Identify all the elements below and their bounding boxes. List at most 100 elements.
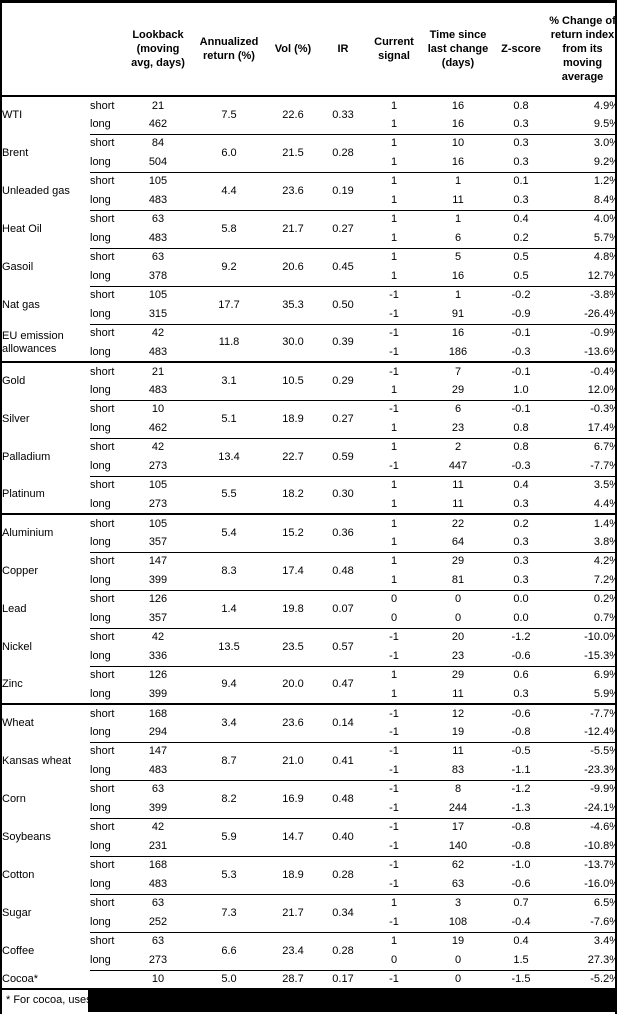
time-since-value: 19 <box>451 725 465 738</box>
lookback-value: 105 <box>126 171 190 191</box>
commodity-name: Aluminium <box>2 513 90 552</box>
pct-change-value: 0.2% <box>546 589 615 609</box>
position-label: short <box>90 247 126 267</box>
lookback-value: 399 <box>148 687 168 700</box>
vol-value: 23.6 <box>268 703 318 742</box>
time-since-value: 8 <box>420 779 496 799</box>
commodity-name: Soybeans <box>2 830 51 843</box>
zscore-value: 0.3 <box>513 573 529 586</box>
zscore-value: 0.5 <box>496 247 546 267</box>
zscore-value: 1.0 <box>513 383 529 396</box>
lookback-value: 462 <box>148 117 168 130</box>
table-row: long 483 -1 63 -0.6 -16.0% <box>2 875 615 894</box>
zscore-value: 0.2 <box>496 513 546 533</box>
lookback-value: 42 <box>126 437 190 457</box>
zscore-value: -1.5 <box>496 969 546 989</box>
vol-value: 15.2 <box>268 513 318 552</box>
current-signal-value: 1 <box>368 931 420 951</box>
table-row: Zinc short 126 9.4 20.0 0.47 1 29 0.6 6.9% <box>2 665 615 704</box>
annualized-return-value: 11.8 <box>190 323 268 362</box>
vol-value: 21.7 <box>268 893 318 932</box>
zscore-value: -1.0 <box>496 855 546 875</box>
zscore-value: -1.2 <box>496 779 546 799</box>
vol-value: 18.9 <box>268 399 318 438</box>
footnote: * For cocoa, uses <box>6 994 92 1006</box>
position-label: long <box>90 535 111 548</box>
pct-change-value: -24.1% <box>584 801 617 814</box>
annualized-return-value: 8.3 <box>190 551 268 590</box>
current-signal-value: -1 <box>389 839 399 852</box>
time-since-value: 11 <box>452 687 464 700</box>
lookback-value: 10 <box>126 399 190 419</box>
table-row: Lead short 126 1.4 19.8 0.07 0 0 0.0 0.2% <box>2 589 615 628</box>
ir-value: 0.39 <box>318 323 368 362</box>
table-row: long 357 0 0 0.0 0.7% <box>2 609 615 628</box>
zscore-value: 0.5 <box>513 269 529 282</box>
pct-change-value: -15.3% <box>584 649 617 662</box>
position-label: short <box>90 285 126 305</box>
ir-value: 0.29 <box>318 361 368 400</box>
position-label: long <box>90 611 111 624</box>
col-header-position <box>90 3 126 97</box>
time-since-value: 12 <box>420 703 496 723</box>
position-label: short <box>90 399 126 419</box>
lookback-value: 42 <box>126 817 190 837</box>
table-row: Silver short 10 5.1 18.9 0.27 -1 6 -0.1 -0.3% <box>2 399 615 438</box>
lookback-value: 273 <box>148 497 168 510</box>
zscore-value: -0.1 <box>496 399 546 419</box>
ir-value: 0.28 <box>318 855 368 894</box>
lookback-value: 21 <box>126 361 190 381</box>
table-row: Cotton short 168 5.3 18.9 0.28 -1 62 -1.0 -13.7% <box>2 855 615 894</box>
commodity-name: EU emission allowances <box>2 329 64 355</box>
time-since-value: 244 <box>448 801 468 814</box>
position-label: short <box>90 779 126 799</box>
position-label: short <box>90 665 126 685</box>
current-signal-value: -1 <box>368 285 420 305</box>
commodity-name: Corn <box>2 792 26 805</box>
ir-value: 0.27 <box>318 399 368 438</box>
ir-value: 0.45 <box>318 247 368 286</box>
vol-value: 30.0 <box>268 323 318 362</box>
table-row: Gold short 21 3.1 10.5 0.29 -1 7 -0.1 -0.4% <box>2 361 615 400</box>
position-label: short <box>90 99 115 112</box>
pct-change-value: 9.2% <box>593 155 617 168</box>
lookback-value: 147 <box>126 551 190 571</box>
commodity-name: Lead <box>2 602 27 615</box>
zscore-value: -0.4 <box>511 915 531 928</box>
lookback-value: 168 <box>126 703 190 723</box>
lookback-value: 357 <box>148 611 168 624</box>
current-signal-value: -1 <box>368 855 420 875</box>
pct-change-value: 6.9% <box>546 665 615 685</box>
lookback-value: 168 <box>126 855 190 875</box>
current-signal-value: -1 <box>389 877 399 890</box>
current-signal-value: 1 <box>368 247 420 267</box>
zscore-value: 0.8 <box>496 437 546 457</box>
current-signal-value: 1 <box>390 421 398 434</box>
lookback-value: 483 <box>148 231 168 244</box>
table-row: Cocoa* 10 5.0 28.7 0.17 -1 0 -1.5 -5.2% <box>2 969 615 989</box>
zscore-value: -0.5 <box>496 741 546 761</box>
time-since-value: 16 <box>451 155 465 168</box>
time-since-value: 62 <box>420 855 496 875</box>
current-signal-value: 1 <box>368 513 420 533</box>
annualized-return-value: 17.7 <box>190 285 268 324</box>
commodity-name: Zinc <box>2 678 23 690</box>
col-header-commodity <box>2 3 90 97</box>
time-since-value: 16 <box>451 269 465 282</box>
momentum-signals-table: Lookback (moving avg, days) Annualized r… <box>2 3 617 990</box>
current-signal-value: 1 <box>368 209 420 229</box>
table-body: WTI short 21 7.5 22.6 0.33 1 16 0.8 4.9% long 462 1 1… <box>2 96 617 989</box>
table-row: long 504 1 16 0.3 9.2% <box>2 153 617 172</box>
vol-value: 22.7 <box>268 437 318 476</box>
position-label: short <box>90 475 126 495</box>
zscore-value: -0.6 <box>511 877 531 890</box>
annualized-return-value: 5.9 <box>190 817 268 856</box>
table-row: Nat gas short 105 17.7 35.3 0.50 -1 1 -0.2 -3.8% <box>2 285 615 324</box>
zscore-value: -0.6 <box>496 703 546 723</box>
pct-change-value: -12.4% <box>584 725 617 738</box>
position-label: long <box>90 953 111 966</box>
ir-value: 0.27 <box>318 209 368 248</box>
zscore-value: -0.3 <box>511 345 531 358</box>
vol-value: 21.7 <box>268 209 318 248</box>
zscore-value: 0.4 <box>496 475 546 495</box>
